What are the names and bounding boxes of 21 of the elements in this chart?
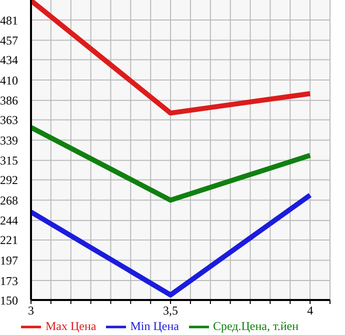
y-tick-label: 173 xyxy=(0,274,18,288)
y-tick-label: 150 xyxy=(0,293,18,308)
y-tick-label: 268 xyxy=(0,193,18,208)
y-tick-label: 221 xyxy=(0,233,18,248)
y-tick-label: 197 xyxy=(0,254,18,268)
y-tick-label: 315 xyxy=(0,154,18,168)
y-tick-label: 410 xyxy=(0,73,18,88)
x-tick-label: 3,5 xyxy=(163,304,178,318)
x-tick-label: 4 xyxy=(307,304,314,318)
y-tick-label: 292 xyxy=(0,173,18,188)
x-tick-label: 3 xyxy=(28,304,34,318)
y-tick-label: 363 xyxy=(0,113,18,128)
legend-label: Max Цена xyxy=(45,318,96,333)
y-tick-label: 457 xyxy=(0,34,18,48)
y-tick-label: 481 xyxy=(0,13,18,28)
y-tick-label: 434 xyxy=(0,53,18,68)
y-tick-label: 339 xyxy=(0,133,18,148)
y-tick-label: 386 xyxy=(0,94,18,108)
legend-label: Сред.Цена, т.йен xyxy=(212,318,299,333)
y-tick-label: 244 xyxy=(0,214,18,228)
legend-label: Min Цена xyxy=(130,318,179,333)
